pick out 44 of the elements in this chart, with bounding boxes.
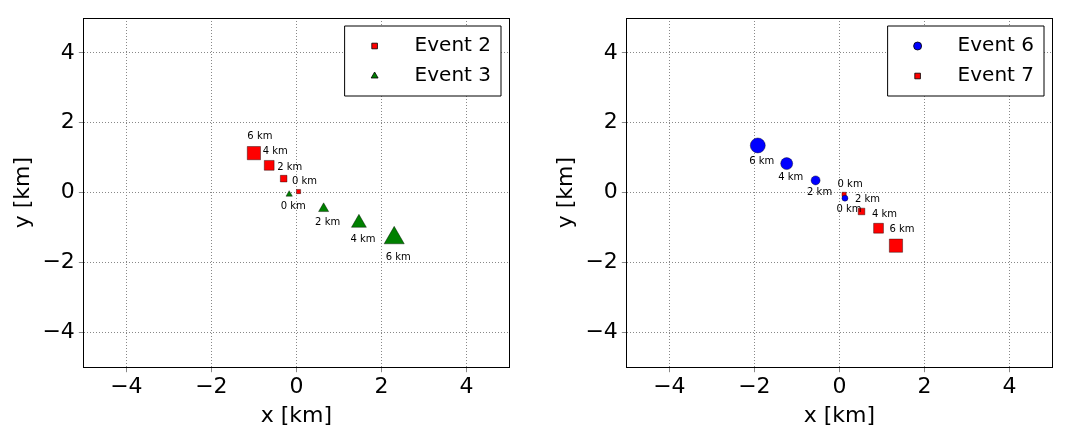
annotation: 2 km [807, 186, 833, 198]
y-tick-label: −2 [42, 248, 75, 274]
annotation: 0 km [836, 202, 862, 214]
x-tick-label: −4 [653, 373, 686, 399]
annotation: 0 km [292, 175, 318, 187]
annotation: 6 km [385, 251, 411, 263]
y-tick-label: 2 [603, 108, 618, 134]
legend-label: Event 2 [414, 32, 492, 57]
annotation: 6 km [889, 222, 915, 234]
y-tick-label: −4 [42, 318, 75, 343]
legend-label: Event 3 [414, 62, 492, 87]
x-tick-label: 0 [832, 373, 847, 399]
x-tick-label: 2 [917, 373, 932, 399]
x-tick-label: 2 [374, 373, 389, 399]
y-axis-title: y [km] [8, 156, 34, 229]
y-tick-label: 2 [60, 108, 75, 134]
x-tick-label: −4 [110, 373, 143, 399]
y-tick-label: 0 [603, 178, 618, 204]
annotation: 2 km [315, 216, 341, 228]
y-tick-label: −4 [585, 318, 618, 343]
annotation: 4 km [871, 207, 898, 219]
x-tick-label: 4 [1002, 373, 1017, 399]
annotation: 2 km [277, 160, 303, 172]
x-axis-title: x [km] [803, 401, 876, 427]
legend-label: Event 6 [957, 32, 1035, 57]
annotation: 0 km [837, 177, 863, 189]
x-tick-label: −2 [195, 373, 228, 399]
y-axis-title: y [km] [551, 156, 577, 229]
x-axis-title: x [km] [260, 401, 333, 427]
x-tick-label: 0 [289, 373, 304, 399]
y-tick-label: −2 [585, 248, 618, 274]
legend-label: Event 7 [957, 62, 1035, 87]
x-tick-label: 4 [459, 373, 474, 399]
annotation: 4 km [262, 145, 288, 156]
annotation: 0 km [280, 199, 306, 211]
annotation: 4 km [778, 171, 804, 183]
x-tick-label: −2 [738, 373, 771, 399]
y-tick-label: 4 [60, 38, 75, 64]
y-tick-label: 4 [603, 38, 618, 64]
annotation: 2 km [854, 193, 881, 205]
annotation: 6 km [247, 130, 273, 142]
annotation: 4 km [350, 233, 376, 245]
y-tick-label: 0 [60, 178, 75, 204]
annotation: 6 km [749, 154, 775, 166]
